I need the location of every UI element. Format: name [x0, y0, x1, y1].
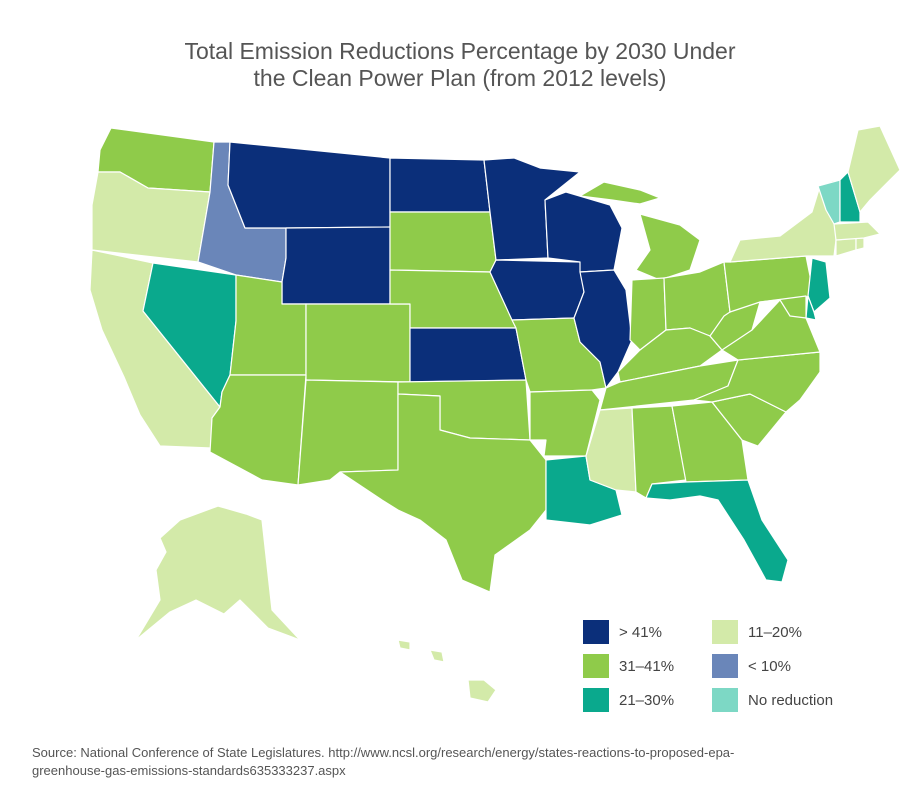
legend-swatch [583, 654, 609, 678]
state-Maine [847, 125, 901, 213]
legend-item-11-20: 11–20% [712, 620, 802, 644]
state-North Dakota [389, 157, 491, 213]
state-Delaware [805, 295, 817, 321]
legend-label: > 41% [619, 623, 662, 641]
state-Florida [645, 479, 789, 583]
legend-item-21-30: 21–30% [583, 688, 674, 712]
state-Rhode Island [855, 237, 865, 251]
state-Kansas [409, 327, 527, 383]
state-Connecticut [835, 237, 857, 257]
state-Texas [339, 393, 547, 593]
legend-label: 21–30% [619, 691, 675, 709]
state-Arkansas [529, 389, 601, 457]
state-Montana [227, 141, 391, 229]
legend-item-31-41: 31–41% [583, 654, 674, 678]
state-Wisconsin [544, 191, 623, 273]
state-Michigan [635, 213, 701, 281]
state-Colorado [305, 303, 411, 383]
legend-swatch [583, 688, 609, 712]
legend-swatch [712, 620, 738, 644]
state-New Jersey [807, 257, 831, 313]
state-Hawaii [467, 679, 497, 703]
source-note: Source: National Conference of State Leg… [32, 744, 892, 780]
legend-item-no-reduction: No reduction [712, 688, 833, 712]
legend-label: 11–20% [748, 623, 802, 641]
legend-label: < 10% [748, 657, 791, 675]
legend-label: No reduction [748, 691, 834, 709]
legend-item-gt41: > 41% [583, 620, 662, 644]
legend-item-lt10: < 10% [712, 654, 791, 678]
map-title: Total Emission Reductions Percentage by … [0, 38, 920, 92]
state-Alaska [135, 505, 301, 641]
title-line-2: the Clean Power Plan (from 2012 levels) [253, 65, 667, 91]
title-line-1: Total Emission Reductions Percentage by … [184, 38, 736, 64]
state-Maryland [759, 295, 807, 319]
legend-swatch [712, 654, 738, 678]
state-Hawaii-isles-2 [429, 649, 445, 663]
state-Wyoming [281, 226, 391, 305]
state-Arizona [209, 374, 307, 486]
state-Michigan-UP [579, 181, 661, 205]
source-line-2: greenhouse-gas-emissions-standards635333… [32, 763, 346, 778]
source-line-1: Source: National Conference of State Leg… [32, 745, 735, 760]
state-South Dakota [389, 211, 497, 273]
state-Vermont [817, 179, 841, 225]
state-New Hampshire [839, 171, 861, 223]
state-Hawaii-isles-1 [397, 639, 411, 651]
map-legend: > 41% 11–20% 31–41% < 10% 21–30% No redu… [583, 620, 883, 720]
legend-swatch [583, 620, 609, 644]
state-Georgia [671, 401, 749, 483]
state-New Mexico [297, 379, 399, 486]
state-Massachusetts [833, 221, 881, 241]
legend-swatch [712, 688, 738, 712]
legend-label: 31–41% [619, 657, 675, 675]
